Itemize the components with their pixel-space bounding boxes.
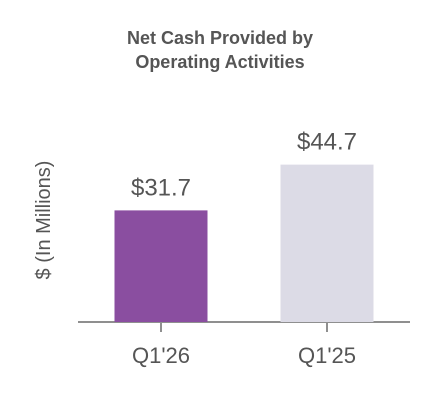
x-tick-label-0: Q1'26: [132, 343, 190, 368]
value-label-0: $31.7: [131, 174, 191, 201]
chart-title: Net Cash Provided by Operating Activitie…: [127, 28, 313, 72]
value-label-1: $44.7: [297, 129, 357, 156]
value-labels-layer: $31.7 $44.7: [131, 129, 357, 202]
bar-1: [280, 164, 374, 322]
y-axis-label: $ (In Millions): [33, 161, 55, 280]
bars-layer: [114, 164, 374, 322]
chart-title-line-2: Operating Activities: [135, 52, 304, 72]
x-tick-label-1: Q1'25: [298, 343, 356, 368]
x-ticks-layer: Q1'26 Q1'25: [132, 322, 356, 368]
chart-title-line-1: Net Cash Provided by: [127, 28, 313, 48]
bar-0: [114, 210, 208, 322]
